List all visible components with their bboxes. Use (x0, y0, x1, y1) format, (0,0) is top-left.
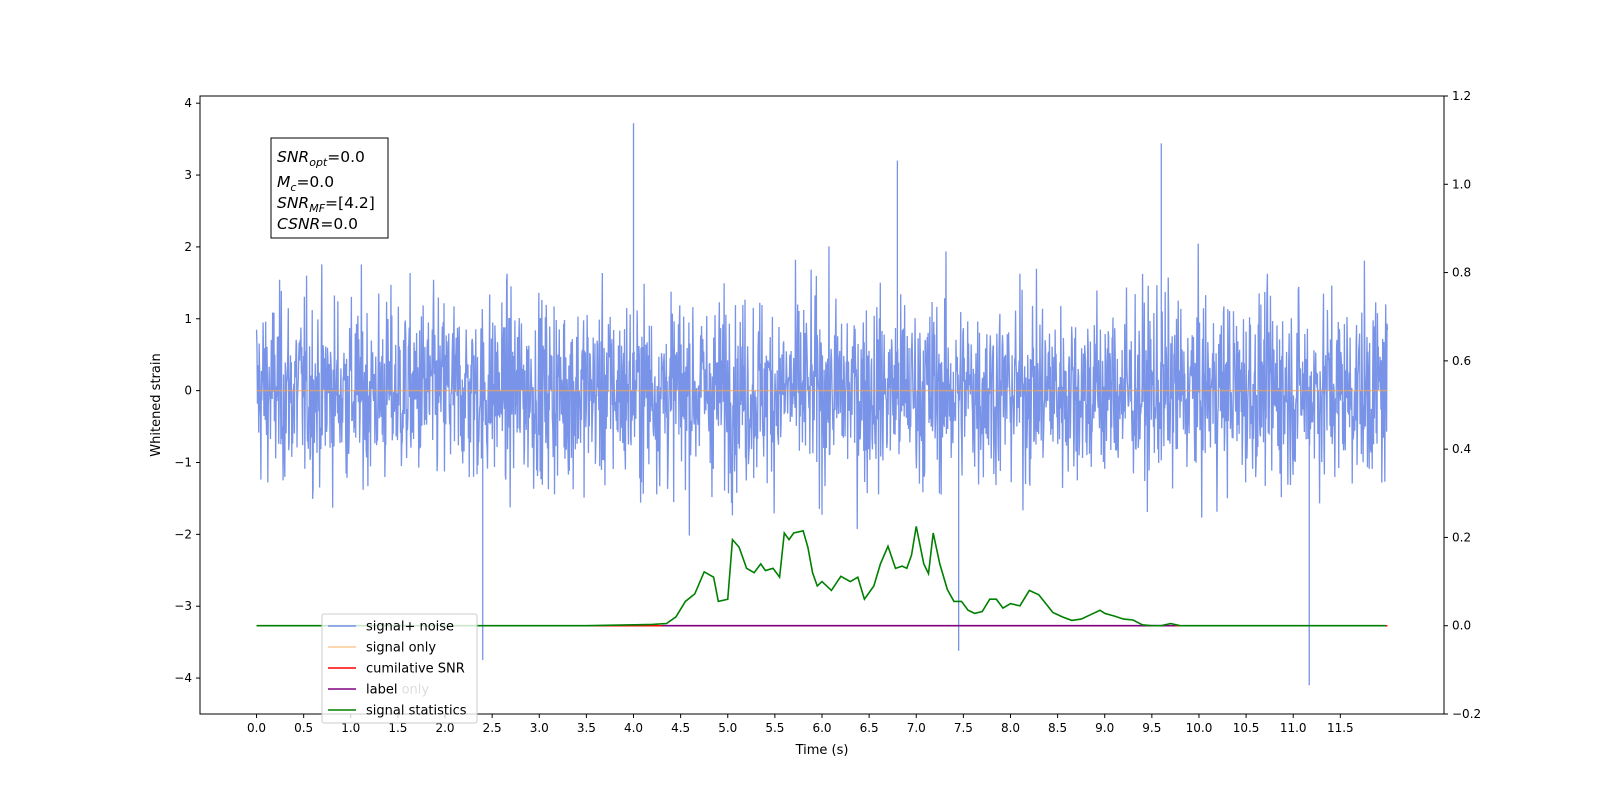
legend-label-cumulative-snr: cumilative SNR (366, 662, 465, 677)
x-tick-label: 7.5 (954, 721, 973, 735)
y-tick-label: 3 (184, 168, 192, 182)
x-tick-label: 3.0 (530, 721, 549, 735)
x-tick-label: 5.0 (718, 721, 737, 735)
y-tick-label: 2 (184, 240, 192, 254)
y-axis-left: 4 3 2 1 0 −1 −2 −3 −4 (174, 96, 200, 685)
x-tick-label: 2.0 (435, 721, 454, 735)
x-tick-label: 7.0 (907, 721, 926, 735)
legend-label-label-only: label only (366, 683, 429, 698)
x-tick-label: 11.0 (1280, 721, 1307, 735)
x-tick-label: 1.5 (388, 721, 407, 735)
y-tick-label: 1 (184, 312, 192, 326)
x-tick-label: 11.5 (1327, 721, 1354, 735)
stats-snr-opt: SNRopt=0.0 (277, 148, 365, 169)
x-tick-label: 0.0 (247, 721, 266, 735)
series-signal-statistics (256, 526, 1386, 627)
x-axis: 0.0 0.5 1.0 1.5 2.0 2.5 3.0 3.5 4.0 4.5 5.0 5.5 6.0 6… (247, 714, 1354, 735)
x-tick-label: 8.5 (1048, 721, 1067, 735)
x-tick-label: 6.0 (812, 721, 831, 735)
stats-snr-mf: SNRMF=[4.2] (277, 194, 375, 215)
legend: signal+ noise signal only cumilative SNR… (321, 613, 478, 724)
x-tick-label: 10.5 (1233, 721, 1260, 735)
y2-tick-label: 0.0 (1452, 619, 1471, 633)
x-tick-label: 9.0 (1095, 721, 1114, 735)
stats-csnr: CSNR=0.0 (277, 215, 358, 233)
y2-tick-label: 0.4 (1452, 442, 1471, 456)
x-tick-label: 8.0 (1001, 721, 1020, 735)
y-tick-label: 0 (184, 384, 192, 398)
series-layer (255, 123, 1389, 686)
x-tick-label: 5.5 (765, 721, 784, 735)
series-signal-noise (255, 123, 1389, 686)
y2-tick-label: 0.2 (1452, 530, 1471, 544)
legend-label-signal-only: signal only (366, 641, 436, 656)
y-tick-label: −2 (174, 527, 192, 541)
x-tick-label: 10.0 (1186, 721, 1213, 735)
legend-label-label: label (366, 683, 397, 698)
y2-tick-label: −0.2 (1452, 707, 1481, 721)
y2-tick-label: 1.2 (1452, 89, 1471, 103)
y-tick-label: −3 (174, 599, 192, 613)
y-tick-label: −4 (174, 671, 192, 685)
y2-tick-label: 1.0 (1452, 177, 1471, 191)
y2-tick-label: 0.8 (1452, 266, 1471, 280)
y2-tick-label: 0.6 (1452, 354, 1471, 368)
x-tick-label: 9.5 (1142, 721, 1161, 735)
x-tick-label: 1.0 (341, 721, 360, 735)
y-axis-right: 1.2 1.0 0.8 0.6 0.4 0.2 0.0 −0.2 (1444, 89, 1481, 721)
x-tick-label: 4.5 (671, 721, 690, 735)
x-tick-label: 4.0 (624, 721, 643, 735)
x-axis-label: Time (s) (795, 743, 849, 758)
y-axis-label: Whitened strain (149, 353, 164, 456)
stats-mc: Mc=0.0 (277, 173, 334, 194)
stats-box: SNRopt=0.0 Mc=0.0 SNRMF=[4.2] CSNR=0.0 (270, 137, 389, 239)
legend-label-signal-noise: signal+ noise (366, 620, 454, 635)
x-tick-label: 0.5 (294, 721, 313, 735)
y-tick-label: −1 (174, 455, 192, 469)
y-tick-label: 4 (184, 96, 192, 110)
x-tick-label: 6.5 (860, 721, 879, 735)
legend-label-signal-statistics: signal statistics (366, 704, 467, 719)
x-tick-label: 2.5 (483, 721, 502, 735)
x-tick-label: 3.5 (577, 721, 596, 735)
